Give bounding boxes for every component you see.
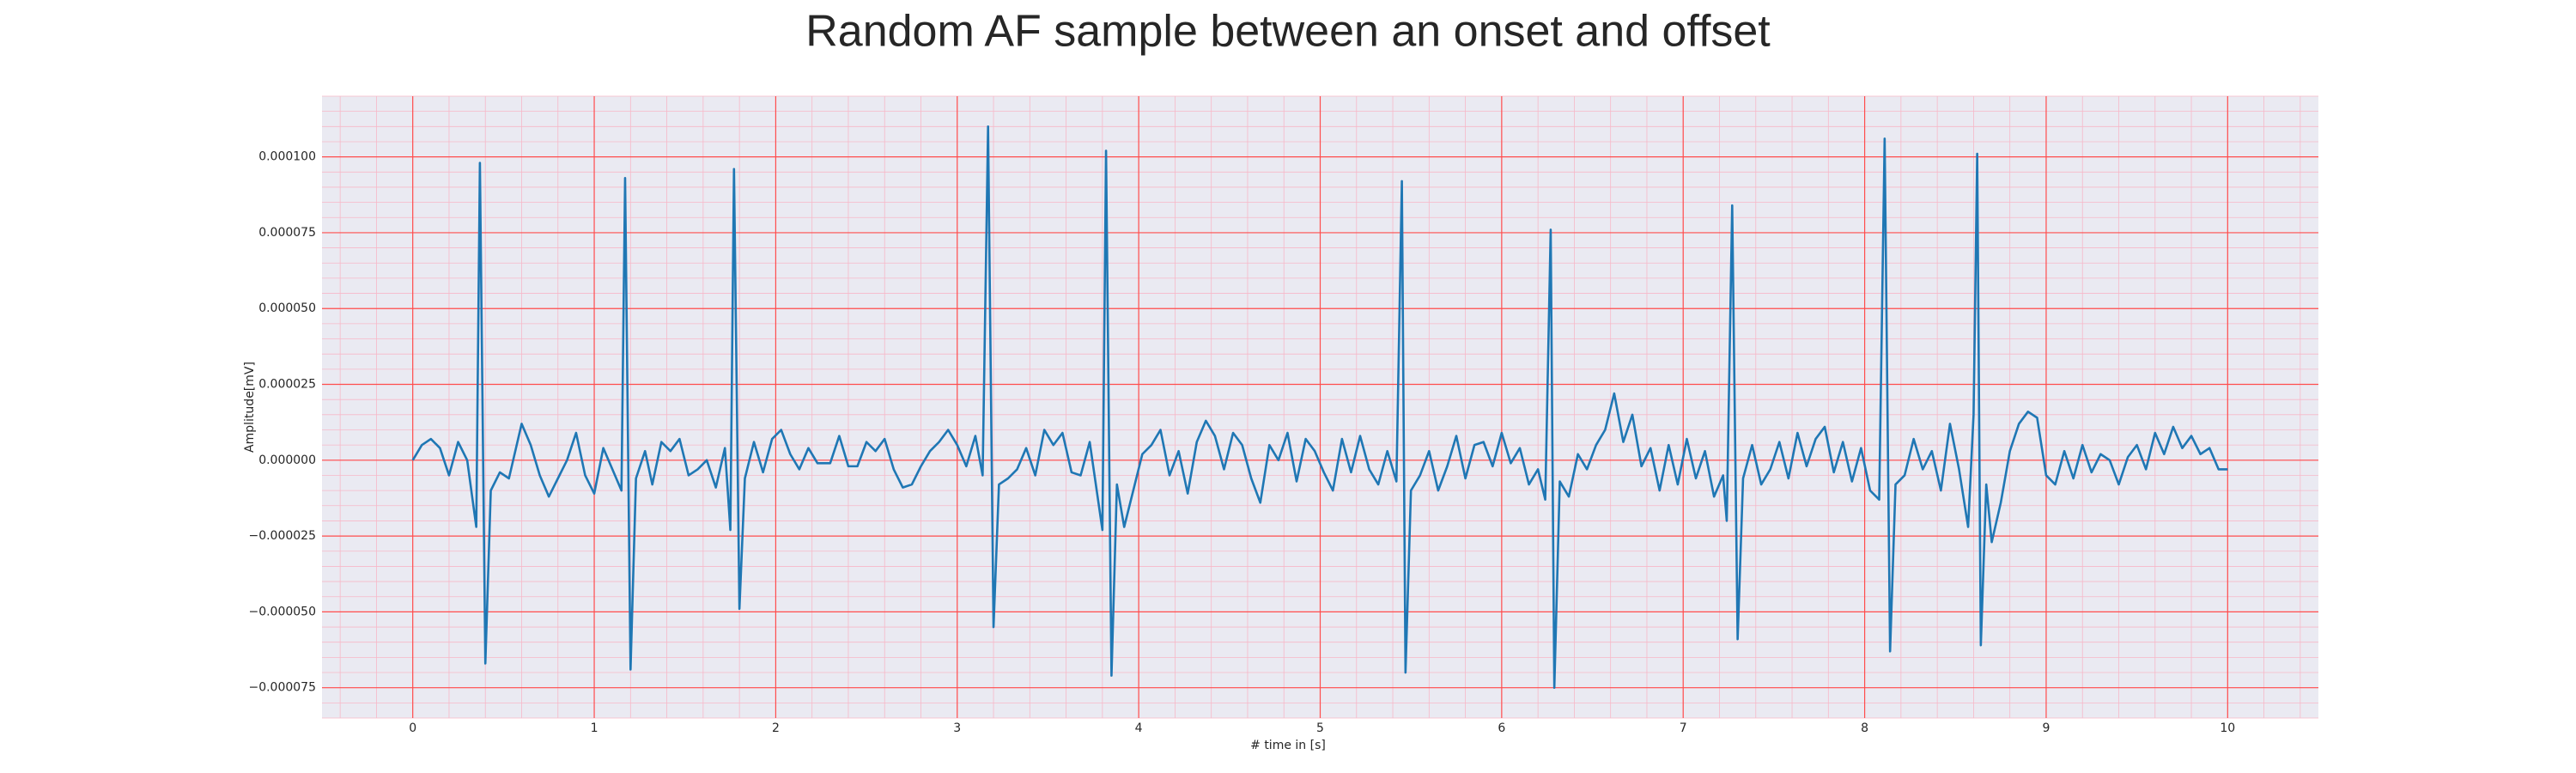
- y-tick-label: 0.000025: [258, 378, 316, 392]
- y-tick-label: 0.000050: [258, 301, 316, 315]
- y-tick-label: −0.000050: [248, 605, 316, 618]
- x-tick-label: 9: [2042, 721, 2050, 735]
- x-tick-label: 6: [1498, 721, 1505, 735]
- y-axis-label: Amplitude[mV]: [243, 362, 257, 453]
- x-axis-label: # time in [s]: [1250, 739, 1326, 752]
- x-tick-label: 5: [1316, 721, 1324, 735]
- chart-title: Random AF sample between an onset and of…: [805, 7, 1771, 57]
- x-tick-label: 8: [1861, 721, 1868, 735]
- x-tick-label: 4: [1135, 721, 1143, 735]
- x-tick-label: 1: [591, 721, 598, 735]
- signal-line: [411, 125, 2228, 689]
- x-tick-label: 7: [1680, 721, 1687, 735]
- x-tick-label: 10: [2220, 721, 2235, 735]
- y-tick-label: 0.000000: [258, 453, 316, 467]
- y-tick-label: −0.000025: [248, 529, 316, 543]
- marks: [411, 125, 2228, 689]
- y-tick-label: 0.000100: [258, 150, 316, 164]
- grid: [322, 95, 2318, 719]
- x-tick-label: 3: [953, 721, 961, 735]
- y-tick-label: 0.000075: [258, 226, 316, 240]
- x-tick-label: 2: [772, 721, 780, 735]
- x-tick-label: 0: [409, 721, 416, 735]
- y-tick-label: −0.000075: [248, 681, 316, 695]
